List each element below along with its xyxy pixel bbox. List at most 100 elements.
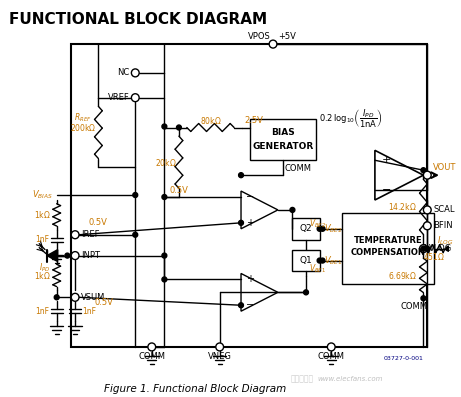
Text: www.elecfans.com: www.elecfans.com bbox=[318, 376, 384, 382]
Circle shape bbox=[54, 295, 59, 300]
Text: BFIN: BFIN bbox=[433, 221, 453, 230]
Bar bbox=[71, 44, 427, 347]
Circle shape bbox=[239, 173, 243, 177]
Polygon shape bbox=[375, 150, 423, 200]
Circle shape bbox=[162, 124, 167, 129]
Text: $0.2\,\log_{10}\!\left(\dfrac{I_{PD}}{1\mathrm{nA}}\right)$: $0.2\,\log_{10}\!\left(\dfrac{I_{PD}}{1\… bbox=[319, 108, 383, 129]
Circle shape bbox=[317, 258, 322, 263]
Text: $I_{LOG}$: $I_{LOG}$ bbox=[437, 235, 454, 247]
Text: −: − bbox=[382, 185, 391, 195]
Text: COMM: COMM bbox=[318, 353, 345, 361]
Circle shape bbox=[133, 232, 138, 237]
Text: 03727-0-001: 03727-0-001 bbox=[384, 357, 423, 361]
Text: −: − bbox=[246, 300, 254, 310]
Text: $V_{BE2}$: $V_{BE2}$ bbox=[309, 218, 326, 230]
Circle shape bbox=[423, 206, 431, 214]
Circle shape bbox=[133, 193, 138, 197]
Circle shape bbox=[304, 290, 308, 295]
Text: COMPENSATION: COMPENSATION bbox=[350, 248, 426, 257]
Circle shape bbox=[65, 253, 70, 258]
Circle shape bbox=[239, 303, 243, 308]
Circle shape bbox=[269, 40, 277, 48]
Text: +: + bbox=[382, 155, 391, 165]
Text: 1nF: 1nF bbox=[35, 235, 49, 244]
Circle shape bbox=[177, 125, 181, 130]
Text: GENERATOR: GENERATOR bbox=[252, 142, 313, 151]
Text: VSUM: VSUM bbox=[81, 293, 105, 302]
Text: 0.5V: 0.5V bbox=[89, 218, 107, 227]
Text: 2.5V: 2.5V bbox=[244, 116, 263, 125]
Circle shape bbox=[327, 343, 335, 351]
Text: VLOG: VLOG bbox=[429, 244, 453, 253]
Polygon shape bbox=[241, 274, 278, 311]
Text: VOUT: VOUT bbox=[433, 163, 456, 172]
Text: −: − bbox=[246, 192, 254, 202]
Circle shape bbox=[421, 168, 426, 173]
Text: COMM: COMM bbox=[138, 353, 165, 361]
Circle shape bbox=[71, 231, 79, 239]
Text: $V_{BE1}$: $V_{BE1}$ bbox=[325, 254, 343, 267]
Text: $I_{PD}$: $I_{PD}$ bbox=[39, 261, 51, 274]
Text: 451$\Omega$: 451$\Omega$ bbox=[423, 251, 445, 262]
Text: INPT: INPT bbox=[81, 251, 100, 260]
Text: COMM: COMM bbox=[285, 164, 312, 173]
Circle shape bbox=[421, 296, 426, 301]
Text: 20k$\Omega$: 20k$\Omega$ bbox=[154, 157, 176, 168]
Text: TEMPERATURE: TEMPERATURE bbox=[354, 236, 422, 245]
Text: IREF: IREF bbox=[81, 230, 100, 239]
Circle shape bbox=[320, 258, 325, 263]
Circle shape bbox=[425, 246, 430, 251]
Circle shape bbox=[317, 226, 322, 231]
Text: Q2: Q2 bbox=[300, 224, 313, 233]
Text: VNEG: VNEG bbox=[208, 353, 231, 361]
Circle shape bbox=[162, 277, 167, 282]
Text: $V_{BE1}$: $V_{BE1}$ bbox=[309, 262, 326, 275]
Circle shape bbox=[320, 226, 325, 231]
Text: BIAS: BIAS bbox=[271, 128, 295, 137]
Circle shape bbox=[71, 252, 79, 260]
Bar bbox=[250, 119, 316, 160]
Circle shape bbox=[148, 343, 156, 351]
Circle shape bbox=[131, 94, 139, 102]
Circle shape bbox=[71, 293, 79, 301]
Text: +5V: +5V bbox=[278, 32, 296, 40]
Circle shape bbox=[131, 69, 139, 77]
Text: 14.2k$\Omega$: 14.2k$\Omega$ bbox=[388, 201, 416, 212]
Circle shape bbox=[162, 195, 167, 200]
Text: 1nF: 1nF bbox=[35, 307, 49, 316]
Circle shape bbox=[162, 253, 167, 258]
Circle shape bbox=[421, 246, 426, 251]
Text: SCAL: SCAL bbox=[433, 205, 455, 214]
Bar bbox=[292, 250, 319, 272]
Text: $V_{BE2}$: $V_{BE2}$ bbox=[325, 223, 343, 235]
Polygon shape bbox=[47, 250, 58, 262]
Text: $V_{BIAS}$: $V_{BIAS}$ bbox=[32, 189, 53, 201]
Text: Figure 1. Functional Block Diagram: Figure 1. Functional Block Diagram bbox=[104, 384, 287, 394]
Circle shape bbox=[216, 343, 224, 351]
Text: 1nF: 1nF bbox=[82, 307, 96, 316]
Text: 200k$\Omega$: 200k$\Omega$ bbox=[70, 122, 96, 133]
Circle shape bbox=[423, 222, 431, 230]
Circle shape bbox=[446, 246, 451, 251]
Text: NC: NC bbox=[117, 68, 130, 77]
Text: +: + bbox=[246, 274, 254, 284]
Text: 电子发变社: 电子发变社 bbox=[290, 374, 313, 383]
Text: Q1: Q1 bbox=[300, 256, 313, 265]
Text: +: + bbox=[246, 218, 254, 228]
Polygon shape bbox=[241, 191, 278, 229]
Bar bbox=[342, 213, 434, 284]
Bar bbox=[292, 218, 319, 240]
Circle shape bbox=[423, 171, 431, 179]
Circle shape bbox=[420, 245, 427, 252]
Circle shape bbox=[290, 208, 295, 212]
Text: 0.5V: 0.5V bbox=[95, 298, 113, 307]
Text: COMM: COMM bbox=[400, 302, 427, 311]
Text: 1k$\Omega$: 1k$\Omega$ bbox=[34, 209, 51, 220]
Text: 80k$\Omega$: 80k$\Omega$ bbox=[200, 115, 221, 126]
Text: FUNCTIONAL BLOCK DIAGRAM: FUNCTIONAL BLOCK DIAGRAM bbox=[9, 12, 267, 27]
Text: 1k$\Omega$: 1k$\Omega$ bbox=[34, 270, 51, 281]
Text: $R_{REF}$: $R_{REF}$ bbox=[74, 111, 92, 124]
Circle shape bbox=[239, 220, 243, 225]
Text: 0.5V: 0.5V bbox=[169, 185, 188, 195]
Text: VPOS: VPOS bbox=[248, 32, 271, 40]
